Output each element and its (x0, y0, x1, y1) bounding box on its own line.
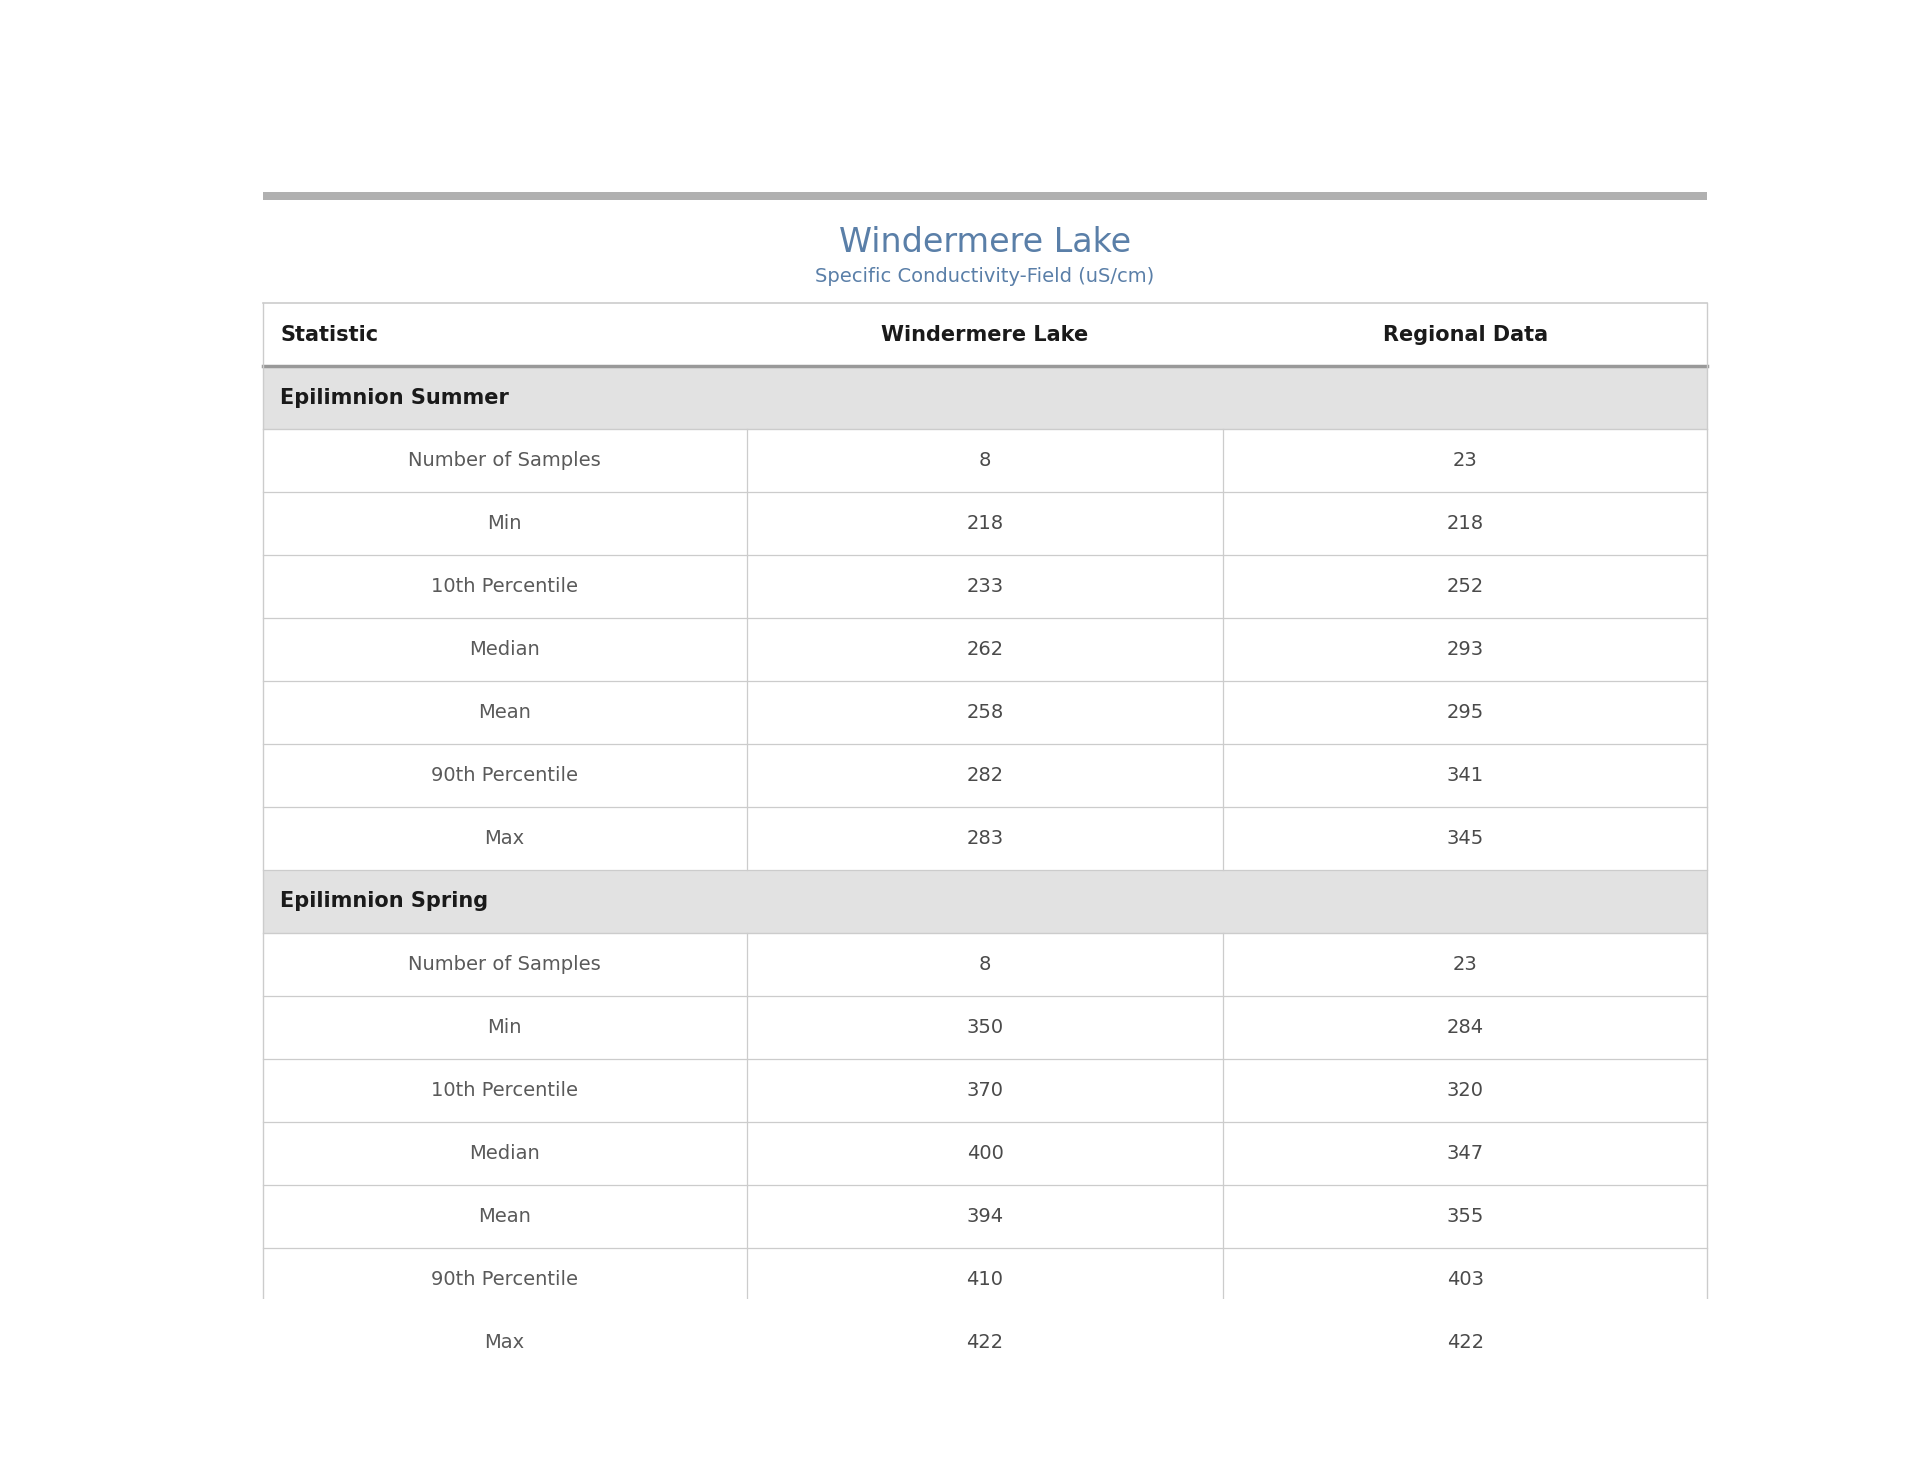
Bar (263, 304, 1707, 366)
Bar (263, 933, 1707, 996)
Text: 422: 422 (967, 1333, 1003, 1352)
Text: 293: 293 (1447, 639, 1484, 658)
Text: 422: 422 (1447, 1333, 1484, 1352)
Text: 10th Percentile: 10th Percentile (431, 1080, 579, 1099)
Text: 90th Percentile: 90th Percentile (431, 766, 579, 785)
Text: Specific Conductivity-Field (uS/cm): Specific Conductivity-Field (uS/cm) (815, 267, 1155, 286)
Text: Min: Min (488, 1018, 523, 1037)
Text: 341: 341 (1447, 766, 1484, 785)
Bar (263, 807, 1707, 870)
Text: 8: 8 (978, 451, 992, 470)
Text: 8: 8 (978, 955, 992, 974)
Text: 262: 262 (967, 639, 1003, 658)
Text: Median: Median (469, 639, 540, 658)
Text: 320: 320 (1447, 1080, 1484, 1099)
Text: Number of Samples: Number of Samples (407, 451, 602, 470)
Text: 233: 233 (967, 577, 1003, 596)
Bar (263, 618, 1707, 682)
Text: 403: 403 (1447, 1270, 1484, 1289)
Text: 295: 295 (1447, 704, 1484, 723)
Text: Epilimnion Summer: Epilimnion Summer (281, 388, 509, 407)
Text: 23: 23 (1453, 955, 1478, 974)
Text: 252: 252 (1447, 577, 1484, 596)
Bar (263, 1058, 1707, 1121)
Text: 23: 23 (1453, 451, 1478, 470)
Text: 370: 370 (967, 1080, 1003, 1099)
Text: 394: 394 (967, 1207, 1003, 1226)
Bar (263, 745, 1707, 807)
Bar (263, 870, 1707, 933)
Bar (263, 682, 1707, 745)
Bar (263, 1248, 1707, 1311)
Text: 355: 355 (1447, 1207, 1484, 1226)
Bar (263, 193, 1707, 200)
Bar (263, 1184, 1707, 1248)
Bar (263, 996, 1707, 1058)
Text: 218: 218 (967, 514, 1003, 533)
Text: Mean: Mean (479, 1207, 530, 1226)
Text: Mean: Mean (479, 704, 530, 723)
Text: 282: 282 (967, 766, 1003, 785)
Text: Max: Max (484, 829, 525, 848)
Bar (263, 429, 1707, 492)
Bar (263, 555, 1707, 618)
Bar (263, 366, 1707, 429)
Text: 284: 284 (1447, 1018, 1484, 1037)
Text: 258: 258 (967, 704, 1003, 723)
Bar (263, 1311, 1707, 1374)
Text: Statistic: Statistic (281, 324, 379, 345)
Text: 218: 218 (1447, 514, 1484, 533)
Text: Number of Samples: Number of Samples (407, 955, 602, 974)
Text: Epilimnion Spring: Epilimnion Spring (281, 892, 488, 911)
Text: Regional Data: Regional Data (1384, 324, 1547, 345)
Text: 345: 345 (1447, 829, 1484, 848)
Bar (263, 492, 1707, 555)
Text: 10th Percentile: 10th Percentile (431, 577, 579, 596)
Text: 347: 347 (1447, 1143, 1484, 1162)
Text: 400: 400 (967, 1143, 1003, 1162)
Text: 283: 283 (967, 829, 1003, 848)
Text: Windermere Lake: Windermere Lake (882, 324, 1088, 345)
Text: Min: Min (488, 514, 523, 533)
Text: Max: Max (484, 1333, 525, 1352)
Text: 350: 350 (967, 1018, 1003, 1037)
Text: 90th Percentile: 90th Percentile (431, 1270, 579, 1289)
Text: Windermere Lake: Windermere Lake (840, 226, 1130, 260)
Bar (263, 1121, 1707, 1184)
Text: 410: 410 (967, 1270, 1003, 1289)
Text: Median: Median (469, 1143, 540, 1162)
